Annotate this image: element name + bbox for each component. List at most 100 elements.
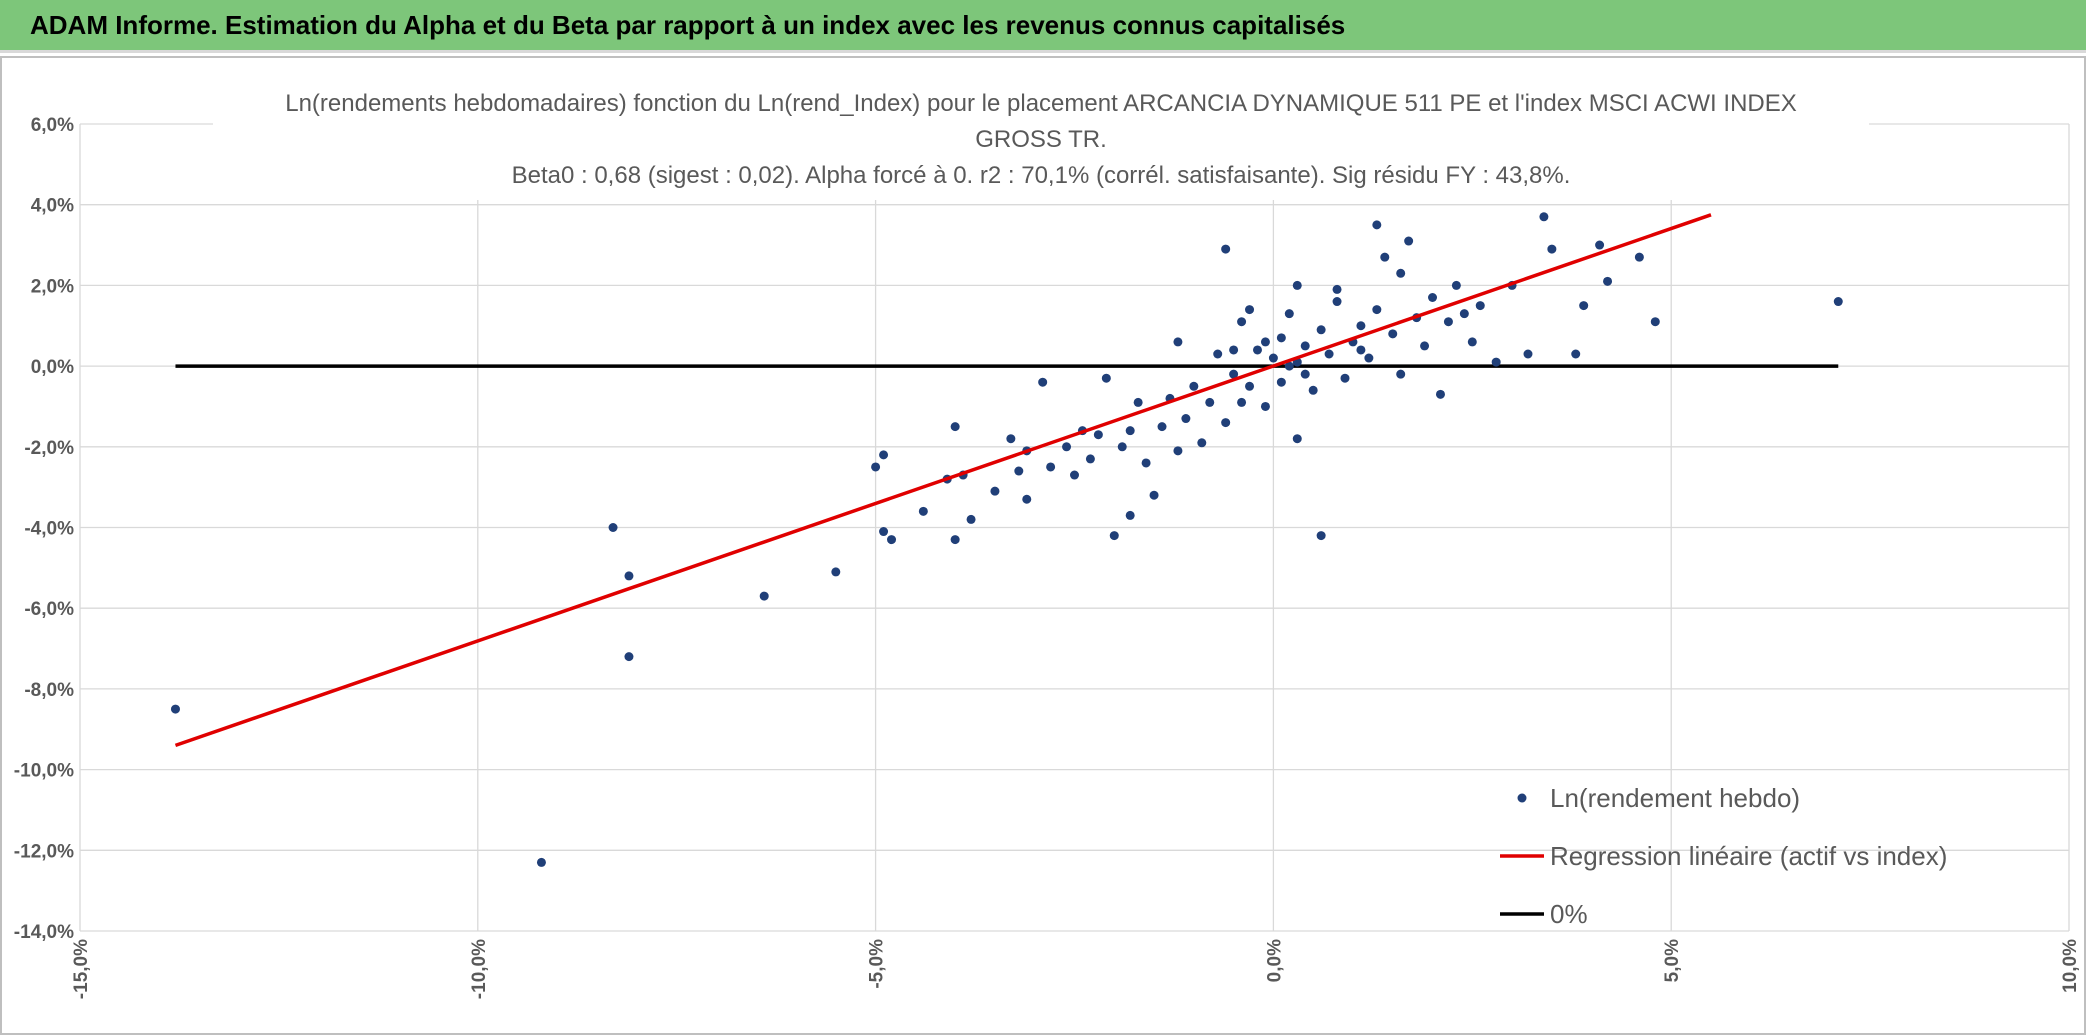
data-point (1181, 414, 1191, 424)
data-point (1435, 389, 1445, 399)
data-point (1213, 349, 1223, 359)
data-point (1451, 280, 1461, 290)
data-point (1014, 466, 1024, 476)
data-point (1205, 397, 1215, 407)
data-point (1356, 321, 1366, 331)
data-point (1245, 381, 1255, 391)
chart-title: Ln(rendements hebdomadaires) fonction du… (285, 90, 1797, 153)
data-point (1364, 353, 1374, 363)
data-point (1547, 244, 1557, 254)
data-point (1062, 442, 1072, 452)
data-point (1133, 397, 1143, 407)
data-point (1523, 349, 1533, 359)
data-point (1833, 297, 1843, 307)
data-point (1634, 252, 1644, 262)
data-point (1388, 329, 1398, 339)
data-point (879, 450, 889, 460)
data-point (1292, 434, 1302, 444)
data-point (990, 486, 1000, 496)
y-tick-label: -6,0% (24, 599, 74, 620)
data-point (759, 591, 769, 601)
data-point (1252, 345, 1262, 355)
data-point (1340, 373, 1350, 383)
data-point (1396, 369, 1406, 379)
data-point (950, 422, 960, 432)
data-point (1404, 236, 1414, 246)
data-point (1332, 284, 1342, 294)
data-point (1380, 252, 1390, 262)
y-tick-label: 6,0% (31, 115, 74, 136)
x-tick-label: -15,0% (71, 939, 92, 999)
data-point (1276, 333, 1286, 343)
data-point (1221, 418, 1231, 428)
data-point (1260, 337, 1270, 347)
data-point (1260, 401, 1270, 411)
data-point (536, 857, 546, 867)
chart: 6,0% 4,0% 2,0% 0,0% -2,0% -4,0% -6,0% -8,0% -10,… (0, 56, 2086, 1035)
data-point (831, 567, 841, 577)
data-point (1109, 531, 1119, 541)
data-point (1197, 438, 1207, 448)
x-tick-label: -5,0% (867, 939, 888, 989)
data-point (1292, 280, 1302, 290)
header-title: ADAM Informe. Estimation du Alpha et du … (30, 10, 1346, 40)
data-point (1308, 385, 1318, 395)
data-point (1428, 293, 1438, 303)
legend-label: Ln(rendement hebdo) (1550, 783, 1800, 813)
x-tick-label: 10,0% (2060, 939, 2081, 993)
data-point (1022, 494, 1032, 504)
y-tick-label: -2,0% (24, 438, 74, 459)
legend-marker (1517, 793, 1527, 803)
data-point (1046, 462, 1056, 472)
data-point (1467, 337, 1477, 347)
data-point (1443, 317, 1453, 327)
data-point (1189, 381, 1199, 391)
data-point (1006, 434, 1016, 444)
legend-label: 0% (1550, 899, 1588, 929)
data-point (1316, 325, 1326, 335)
x-tick-label: 0,0% (1264, 939, 1285, 982)
data-point (1237, 317, 1247, 327)
data-point (1117, 442, 1127, 452)
data-point (1276, 377, 1286, 387)
data-point (1356, 345, 1366, 355)
data-point (1070, 470, 1079, 480)
data-point (1579, 301, 1589, 311)
data-point (1229, 369, 1239, 379)
data-point (1284, 309, 1294, 319)
data-point (1300, 369, 1310, 379)
data-point (1324, 349, 1334, 359)
data-point (1650, 317, 1660, 327)
data-point (1173, 446, 1183, 456)
series-line (174, 213, 1712, 748)
chart-border (0, 56, 2086, 1035)
y-tick-label: 4,0% (31, 196, 74, 217)
data-point (879, 527, 889, 537)
data-point (170, 704, 180, 714)
data-point (1085, 454, 1095, 464)
data-point (1491, 357, 1501, 367)
data-point (1459, 309, 1469, 319)
y-tick-label: -4,0% (24, 519, 74, 540)
data-point (1125, 426, 1135, 436)
data-point (1420, 341, 1430, 351)
x-tick-label: 5,0% (1662, 939, 1683, 982)
data-point (1101, 373, 1111, 383)
chart-subtitle: Beta0 : 0,68 (sigest : 0,02). Alpha forc… (511, 162, 1571, 189)
data-point (918, 506, 928, 516)
y-tick-label: -8,0% (24, 680, 74, 701)
data-point (1316, 531, 1326, 541)
y-tick-label: -14,0% (14, 922, 74, 943)
data-point (1595, 240, 1605, 250)
y-tick-label: -10,0% (14, 761, 74, 782)
data-point (1372, 220, 1382, 230)
data-point (1603, 276, 1613, 286)
data-point (1038, 377, 1048, 387)
data-point (1173, 337, 1183, 347)
header: ADAM Informe. Estimation du Alpha et du … (0, 0, 2086, 53)
data-point (1300, 341, 1310, 351)
data-point (1237, 397, 1247, 407)
data-point (1372, 305, 1382, 315)
data-point (608, 523, 618, 532)
